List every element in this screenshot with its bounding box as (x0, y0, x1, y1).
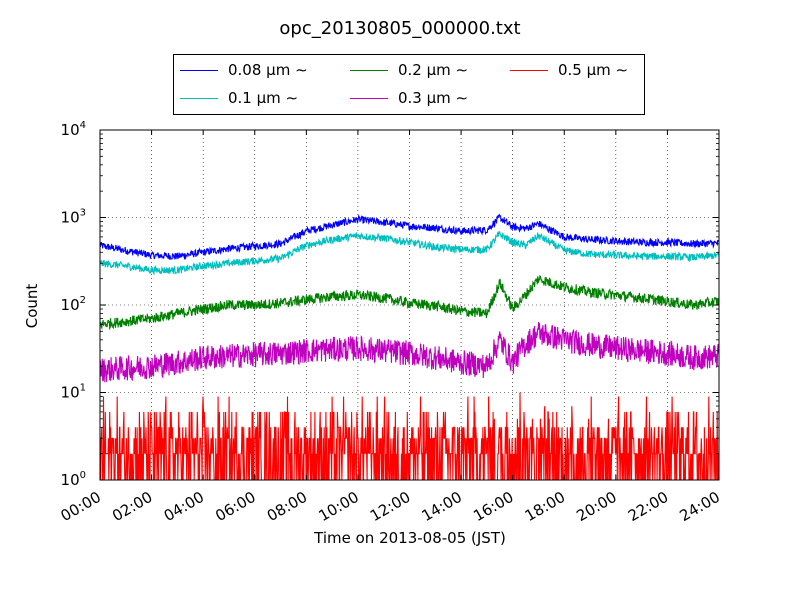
legend-swatch (510, 69, 548, 71)
y-tick-label: 103 (61, 208, 86, 227)
legend-item-0.2um: 0.2 μm ∼ (350, 58, 468, 82)
y-tick-label: 100 (61, 470, 86, 489)
x-tick-label: 02:00 (109, 488, 155, 525)
y-axis-label: Count (23, 283, 41, 329)
x-tick-label: 20:00 (573, 488, 619, 525)
legend-item-0.3um: 0.3 μm ∼ (350, 86, 468, 110)
y-tick-label: 101 (61, 383, 86, 402)
legend-swatch (350, 97, 388, 99)
legend: 0.08 μm ∼ 0.1 μm ∼ 0.2 μm ∼ 0.3 μm ∼ 0.5… (173, 54, 645, 115)
legend-item-0.1um: 0.1 μm ∼ (180, 86, 298, 110)
x-tick-label: 24:00 (677, 488, 723, 525)
x-tick-label: 12:00 (367, 488, 413, 525)
y-tick-label: 102 (61, 295, 86, 314)
x-tick-label: 14:00 (419, 488, 465, 525)
legend-swatch (180, 97, 218, 99)
legend-label: 0.1 μm ∼ (228, 89, 299, 107)
legend-label: 0.5 μm ∼ (558, 61, 629, 79)
x-tick-label: 18:00 (522, 488, 568, 525)
x-tick-label: 16:00 (470, 488, 516, 525)
x-tick-label: 06:00 (212, 488, 258, 525)
y-tick-label: 104 (61, 120, 86, 139)
legend-swatch (350, 69, 388, 71)
x-tick-label: 00:00 (58, 488, 104, 525)
x-tick-label: 08:00 (264, 488, 310, 525)
series-line-1 (99, 231, 720, 276)
legend-item-0.08um: 0.08 μm ∼ (180, 58, 308, 82)
x-tick-label: 10:00 (315, 488, 361, 525)
series-line-3 (99, 322, 720, 383)
series-line-2 (99, 274, 720, 331)
x-tick-label: 22:00 (625, 488, 671, 525)
x-axis-label: Time on 2013-08-05 (JST) (314, 529, 506, 547)
legend-label: 0.3 μm ∼ (398, 89, 469, 107)
legend-label: 0.08 μm ∼ (228, 61, 308, 79)
legend-item-0.5um: 0.5 μm ∼ (510, 58, 628, 82)
series-line-0 (99, 213, 719, 261)
x-tick-label: 04:00 (161, 488, 207, 525)
legend-label: 0.2 μm ∼ (398, 61, 469, 79)
legend-swatch (180, 69, 218, 71)
chart-title: opc_20130805_000000.txt (279, 18, 521, 39)
